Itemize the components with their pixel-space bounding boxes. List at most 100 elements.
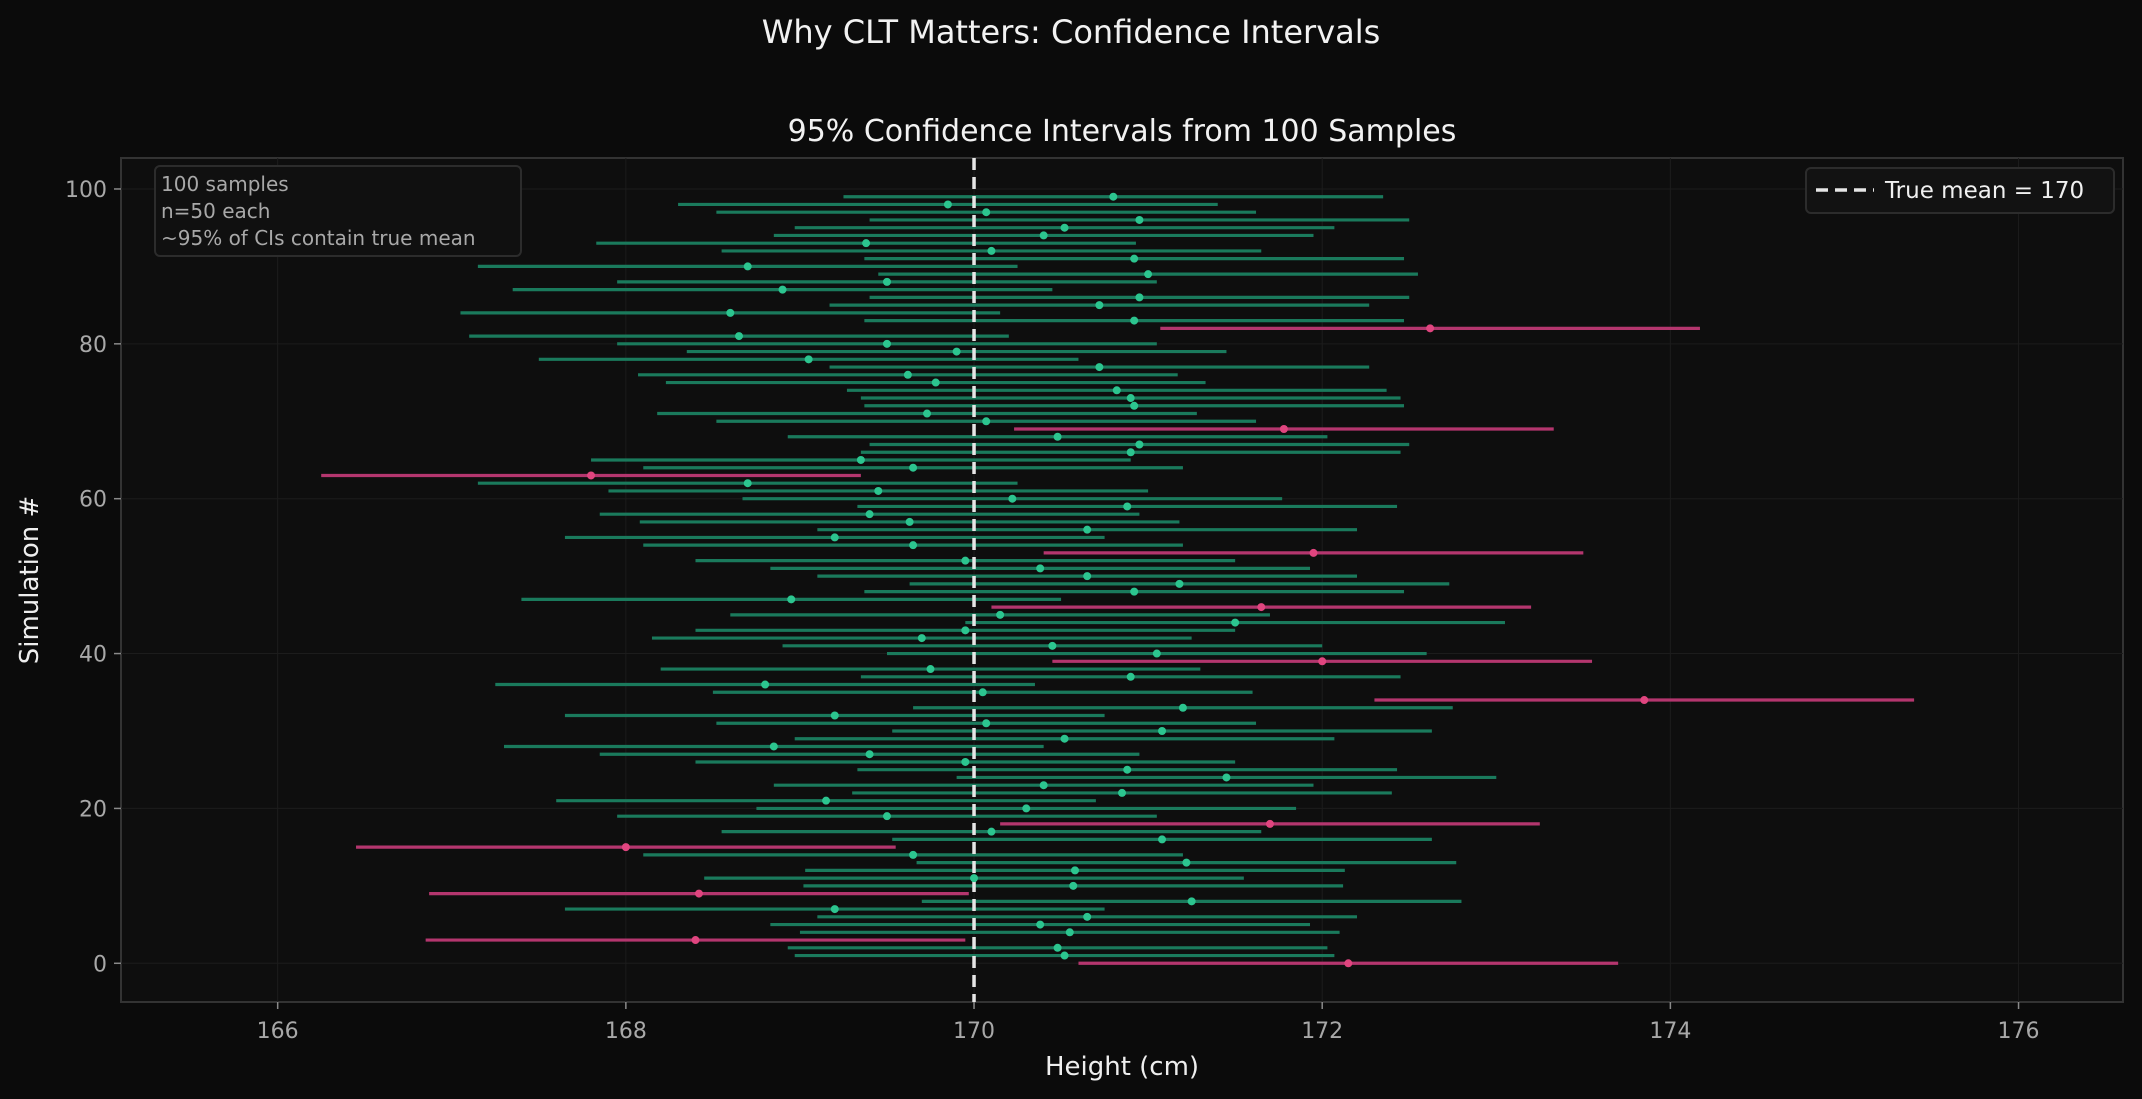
sample-mean-point: [691, 936, 700, 945]
plot-area: [120, 157, 2124, 1003]
sample-mean-point: [735, 332, 744, 341]
info-box-frame: [154, 165, 522, 257]
sample-mean-point: [882, 812, 891, 821]
sample-mean-point: [1130, 401, 1139, 410]
sample-mean-point: [1039, 781, 1048, 790]
sample-mean-point: [1036, 920, 1045, 929]
x-tick-label: 176: [1998, 1019, 2040, 1044]
info-line-n: n=50 each: [161, 199, 270, 223]
sample-mean-point: [804, 355, 813, 364]
legend-true-mean-label: True mean = 170: [1884, 178, 2084, 204]
sample-mean-point: [1060, 951, 1069, 960]
sample-mean-point: [1039, 231, 1048, 240]
sample-mean-point: [1123, 765, 1132, 774]
sample-mean-point: [882, 277, 891, 286]
sample-mean-point: [882, 339, 891, 348]
sample-mean-point: [874, 486, 883, 495]
sample-mean-point: [778, 285, 787, 294]
figure-suptitle: Why CLT Matters: Confidence Intervals: [762, 13, 1381, 51]
info-box: 100 samples n=50 each ~95% of CIs contai…: [154, 165, 522, 257]
sample-mean-point: [1126, 672, 1135, 681]
info-line-coverage: ~95% of CIs contain true mean: [161, 226, 476, 250]
sample-mean-point: [743, 262, 752, 271]
y-axis-label: Simulation #: [15, 496, 45, 665]
x-tick-label: 174: [1649, 1019, 1691, 1044]
sample-mean-point: [1231, 618, 1240, 627]
sample-mean-point: [982, 719, 991, 728]
sample-mean-point: [1083, 525, 1092, 534]
sample-mean-point: [1182, 858, 1191, 867]
sample-mean-point: [909, 541, 918, 550]
sample-mean-point: [1069, 881, 1078, 890]
x-tick-label: 166: [257, 1019, 299, 1044]
sample-mean-point: [1053, 943, 1062, 952]
sample-mean-point: [1118, 788, 1126, 797]
sample-mean-point: [905, 517, 914, 526]
sample-mean-point: [1130, 587, 1139, 596]
x-tick-label: 172: [1301, 1019, 1343, 1044]
sample-mean-point: [1426, 324, 1435, 333]
sample-mean-point: [830, 711, 839, 720]
x-axis-label: Height (cm): [1045, 1052, 1199, 1082]
sample-mean-point: [1265, 819, 1274, 828]
sample-mean-point: [1083, 572, 1092, 581]
sample-mean-point: [1144, 270, 1153, 279]
sample-mean-point: [1036, 564, 1045, 573]
sample-mean-point: [1130, 254, 1139, 263]
sample-mean-point: [1109, 192, 1118, 201]
sample-mean-point: [1095, 301, 1104, 310]
sample-mean-point: [909, 850, 918, 859]
sample-mean-point: [1135, 215, 1144, 224]
y-tick-label: 0: [93, 952, 107, 977]
legend-frame: [1805, 167, 2115, 214]
sample-mean-point: [822, 796, 831, 805]
sample-mean-point: [787, 595, 796, 604]
sample-mean-point: [923, 409, 932, 418]
sample-mean-point: [862, 239, 871, 248]
sample-mean-point: [1318, 657, 1327, 666]
sample-mean-point: [1152, 649, 1161, 658]
sample-mean-point: [982, 208, 991, 217]
sample-mean-point: [1130, 316, 1139, 325]
sample-mean-point: [978, 688, 987, 697]
y-tick-label: 20: [79, 797, 107, 822]
sample-mean-point: [952, 347, 961, 356]
sample-mean-point: [961, 626, 970, 635]
sample-mean-point: [961, 757, 970, 766]
sample-mean-point: [1126, 448, 1135, 457]
sample-mean-point: [961, 556, 970, 565]
sample-mean-point: [1135, 293, 1144, 302]
sample-mean-point: [694, 889, 703, 898]
y-tick-label: 80: [79, 333, 107, 358]
info-line-samples: 100 samples: [161, 172, 289, 196]
sample-mean-point: [1022, 804, 1031, 813]
sample-mean-point: [761, 680, 770, 689]
sample-mean-point: [1158, 835, 1167, 844]
sample-mean-point: [865, 750, 874, 759]
sample-mean-point: [1222, 773, 1231, 782]
axis-ticks: 166 168 170 172 174 176 0 20 40 60 80 100: [65, 178, 2040, 1044]
plot-title: 95% Confidence Intervals from 100 Sample…: [788, 114, 1457, 149]
sample-mean-point: [830, 905, 839, 914]
sample-mean-point: [909, 463, 918, 472]
sample-mean-point: [856, 455, 865, 464]
sample-mean-point: [1008, 494, 1017, 503]
sample-mean-point: [1257, 603, 1266, 612]
sample-mean-point: [1126, 394, 1135, 403]
sample-mean-point: [1344, 959, 1353, 968]
sample-mean-point: [743, 479, 752, 488]
sample-mean-point: [1178, 703, 1187, 712]
y-tick-label: 40: [79, 643, 107, 668]
sample-mean-point: [996, 610, 1005, 619]
sample-mean-point: [1060, 734, 1069, 743]
sample-mean-point: [726, 308, 735, 317]
sample-mean-point: [1048, 641, 1057, 650]
sample-mean-point: [1135, 440, 1144, 449]
sample-mean-point: [1279, 425, 1288, 434]
sample-means: [587, 192, 1649, 968]
sample-mean-point: [769, 742, 778, 751]
sample-mean-point: [865, 510, 874, 519]
sample-mean-point: [1187, 897, 1196, 906]
sample-mean-point: [1112, 386, 1121, 395]
sample-mean-point: [970, 874, 979, 883]
